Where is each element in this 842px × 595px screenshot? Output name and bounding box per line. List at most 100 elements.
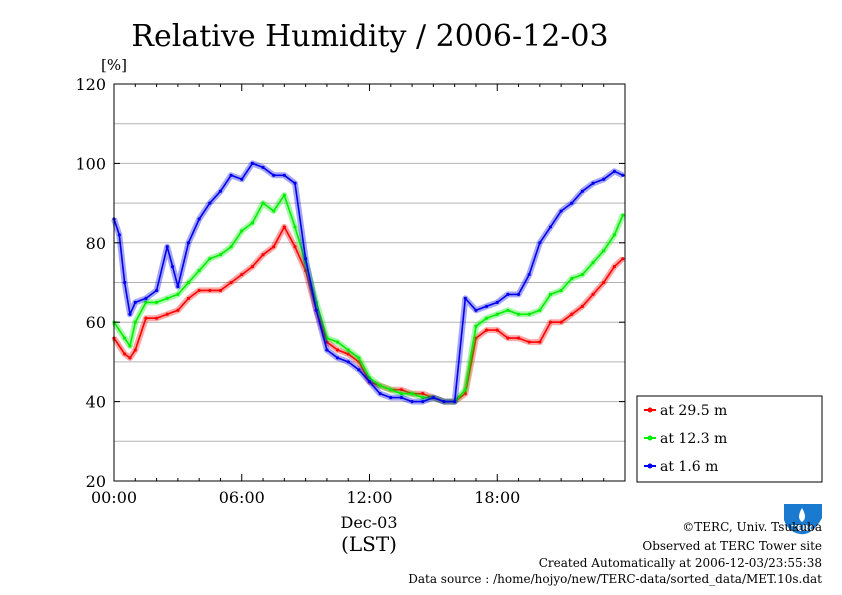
data-point [570, 312, 574, 316]
data-point [516, 292, 521, 297]
data-point [527, 340, 531, 344]
data-point [506, 308, 510, 312]
data-point [602, 177, 606, 181]
y-tick-label: 80 [86, 234, 106, 253]
data-point [548, 292, 553, 297]
data-point [208, 257, 212, 261]
data-point [612, 169, 616, 173]
data-point [197, 288, 201, 293]
data-point [485, 304, 489, 308]
data-point [272, 173, 276, 177]
data-point [410, 400, 414, 404]
series-line-3 [113, 162, 624, 403]
series-line-1 [113, 226, 624, 403]
data-point [516, 312, 521, 316]
legend-label: at 29.5 m [660, 403, 727, 419]
data-point [474, 336, 478, 340]
data-point [506, 292, 510, 297]
data-point [123, 336, 127, 340]
footer-copyright: ©TERC, Univ. Tsukuba [682, 520, 822, 534]
data-point [367, 376, 372, 380]
data-point [325, 340, 329, 344]
data-point [621, 173, 625, 177]
data-point [261, 201, 265, 205]
chart-title: Relative Humidity / 2006-12-03 [131, 19, 608, 54]
data-point [165, 312, 169, 316]
data-point [293, 245, 297, 249]
data-point [208, 201, 212, 205]
y-tick-label: 100 [75, 154, 106, 173]
data-point [474, 308, 478, 312]
data-point [176, 292, 180, 297]
legend-box [636, 395, 823, 483]
data-point [218, 288, 223, 293]
y-tick-label: 40 [86, 393, 106, 412]
data-point [186, 296, 191, 300]
data-point [485, 316, 489, 320]
x-axis: 00:00 06:00 12:00 18:00 [91, 84, 626, 507]
data-point [186, 241, 191, 245]
data-point [442, 400, 446, 404]
data-point [463, 296, 467, 300]
data-point [548, 320, 553, 324]
x-tick-label: 12:00 [346, 488, 392, 507]
data-point [463, 392, 467, 396]
data-point [602, 249, 606, 253]
data-point [399, 388, 404, 392]
y-tick-label: 60 [86, 313, 106, 332]
data-point [154, 316, 159, 320]
series-layer [111, 160, 626, 405]
data-point [293, 181, 297, 185]
y-tick-label: 20 [86, 472, 106, 491]
data-point [506, 336, 510, 340]
data-point [527, 272, 531, 277]
data-point [176, 308, 180, 312]
data-point [580, 189, 585, 193]
data-point [240, 272, 244, 277]
logo-drop-icon [799, 508, 805, 522]
legend-marker [647, 407, 653, 413]
data-point [389, 388, 393, 392]
data-point [144, 316, 148, 320]
data-point [591, 261, 595, 265]
data-point [570, 201, 574, 205]
data-point [602, 280, 606, 285]
data-point [304, 257, 308, 261]
data-point [186, 280, 191, 285]
data-point [197, 217, 201, 221]
data-point [218, 189, 223, 193]
data-point [389, 396, 393, 400]
data-point [548, 225, 553, 229]
data-point [165, 245, 169, 249]
data-point [485, 328, 489, 332]
legend-marker [647, 463, 653, 469]
data-point [621, 213, 625, 217]
data-point [495, 312, 499, 316]
data-point [128, 312, 132, 316]
data-point [474, 324, 478, 328]
legend: at 29.5 m at 12.3 m at 1.6 m [636, 395, 823, 483]
data-point [421, 396, 425, 400]
data-point [282, 193, 286, 197]
data-point [133, 300, 137, 304]
data-point [229, 245, 233, 249]
data-point [133, 348, 137, 352]
data-point [250, 221, 254, 225]
data-point [431, 396, 435, 400]
series-line-2 [113, 194, 624, 403]
data-point [165, 296, 169, 300]
data-point [240, 229, 244, 233]
data-point [346, 348, 350, 352]
data-point [527, 312, 531, 316]
data-point [128, 356, 132, 360]
data-point [314, 308, 318, 312]
data-point [559, 320, 563, 324]
data-point [357, 356, 361, 360]
footer-site: Observed at TERC Tower site [642, 539, 822, 553]
data-point [612, 233, 616, 237]
data-point [421, 400, 425, 404]
data-point [335, 356, 340, 360]
data-point [304, 268, 308, 273]
data-point [154, 300, 159, 304]
data-point [335, 340, 340, 344]
